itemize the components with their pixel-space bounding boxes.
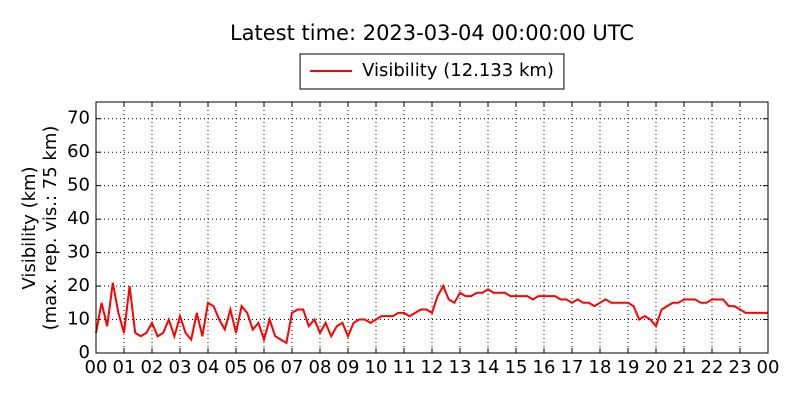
x-tick-label: 09 — [337, 357, 360, 378]
legend: Visibility (12.133 km) — [299, 53, 565, 90]
y-axis-label: (max. rep. vis.: 75 km) — [40, 126, 61, 331]
x-tick-label: 19 — [617, 357, 640, 378]
x-tick-label: 06 — [253, 357, 276, 378]
y-tick-label: 70 — [67, 108, 90, 129]
x-tick-label: 07 — [281, 357, 304, 378]
y-axis-label: Visibility (km) — [19, 166, 40, 289]
x-tick-label: 15 — [505, 357, 528, 378]
x-tick-label: 00 — [85, 357, 108, 378]
y-tick-label: 60 — [67, 141, 90, 162]
x-tick-label: 04 — [197, 357, 220, 378]
x-tick-label: 14 — [477, 357, 500, 378]
y-tick-label: 40 — [67, 208, 90, 229]
x-tick-label: 16 — [533, 357, 556, 378]
plot-frame — [95, 101, 769, 354]
x-tick-label: 01 — [113, 357, 136, 378]
y-tick-label: 10 — [67, 309, 90, 330]
y-tick-label: 30 — [67, 242, 90, 263]
legend-box — [299, 53, 565, 90]
x-tick-label: 00 — [757, 357, 780, 378]
x-tick-label: 03 — [169, 357, 192, 378]
y-tick-label: 50 — [67, 175, 90, 196]
x-tick-label: 21 — [673, 357, 696, 378]
data-line — [95, 282, 768, 345]
x-tick-label: 10 — [365, 357, 388, 378]
x-tick-label: 18 — [589, 357, 612, 378]
x-tick-label: 05 — [225, 357, 248, 378]
x-tick-label: 08 — [309, 357, 332, 378]
y-tick-label: 20 — [67, 275, 90, 296]
legend-label: Visibility (12.133 km) — [362, 60, 554, 81]
x-tick-label: 23 — [729, 357, 752, 378]
x-tick-label: 20 — [645, 357, 668, 378]
chart-title: Latest time: 2023-03-04 00:00:00 UTC — [230, 21, 634, 45]
x-tick-label: 02 — [141, 357, 164, 378]
x-tick-label: 17 — [561, 357, 584, 378]
x-tick-label: 11 — [393, 357, 416, 378]
y-tick-label: 0 — [79, 342, 90, 363]
x-tick-label: 12 — [421, 357, 444, 378]
x-tick-label: 13 — [449, 357, 472, 378]
x-tick-label: 22 — [701, 357, 724, 378]
